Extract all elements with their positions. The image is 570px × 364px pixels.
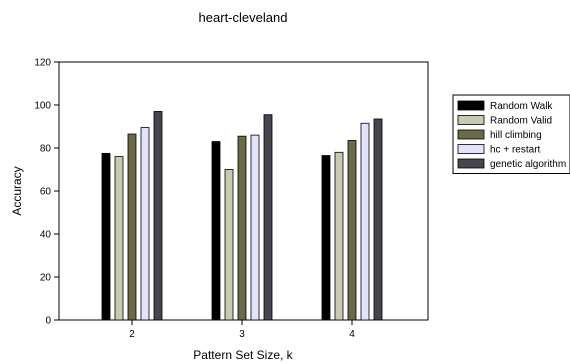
bar-random-walk-k3: [211, 141, 221, 321]
x-axis-label: Pattern Set Size, k: [193, 348, 293, 362]
legend-label: Random Walk: [490, 101, 553, 112]
y-tick-label: 120: [34, 58, 51, 69]
bar-genetic-algorithm-k4: [373, 118, 383, 321]
bar-genetic-algorithm-k3: [263, 114, 273, 321]
bar-random-valid-k3: [224, 169, 234, 321]
bar-hc-restart-k4: [360, 122, 370, 321]
legend-swatch: [457, 144, 485, 154]
bar-random-walk-k4: [321, 155, 331, 321]
y-tick-label: 20: [40, 273, 52, 284]
y-tick-label: 100: [34, 101, 51, 112]
bar-hc-restart-k3: [250, 134, 260, 321]
legend-swatch: [457, 158, 485, 169]
bar-random-valid-k2: [114, 156, 124, 321]
legend: Random Walk Random Valid hill climbing hc +…: [452, 94, 570, 174]
bar-hill-climbing-k2: [127, 133, 137, 321]
legend-label: hill climbing: [490, 130, 542, 141]
y-axis-label: Accuracy: [10, 166, 24, 215]
x-tick-label: 3: [239, 329, 245, 340]
bar-random-walk-k2: [101, 152, 111, 321]
y-tick-label: 0: [45, 316, 51, 327]
bar-hill-climbing-k3: [237, 135, 247, 321]
legend-label: genetic algorithm: [490, 159, 566, 170]
legend-label: Random Valid: [490, 116, 552, 127]
legend-swatch: [457, 129, 485, 140]
legend-swatch: [457, 115, 485, 125]
y-tick-label: 60: [40, 187, 52, 198]
x-tick-label: 2: [129, 329, 135, 340]
x-tick-label: 4: [349, 329, 355, 340]
bar-hill-climbing-k4: [347, 140, 357, 321]
chart-title: heart-cleveland: [199, 10, 288, 25]
y-tick-label: 40: [40, 230, 52, 241]
bar-genetic-algorithm-k2: [153, 111, 163, 321]
legend-swatch: [457, 100, 485, 111]
legend-label: hc + restart: [490, 145, 541, 156]
bar-random-valid-k4: [334, 151, 344, 321]
plot-area: 0 20 40 60 80 100 120 2 3 4: [34, 58, 429, 340]
bar-hc-restart-k2: [140, 127, 150, 321]
y-tick-label: 80: [40, 144, 52, 155]
